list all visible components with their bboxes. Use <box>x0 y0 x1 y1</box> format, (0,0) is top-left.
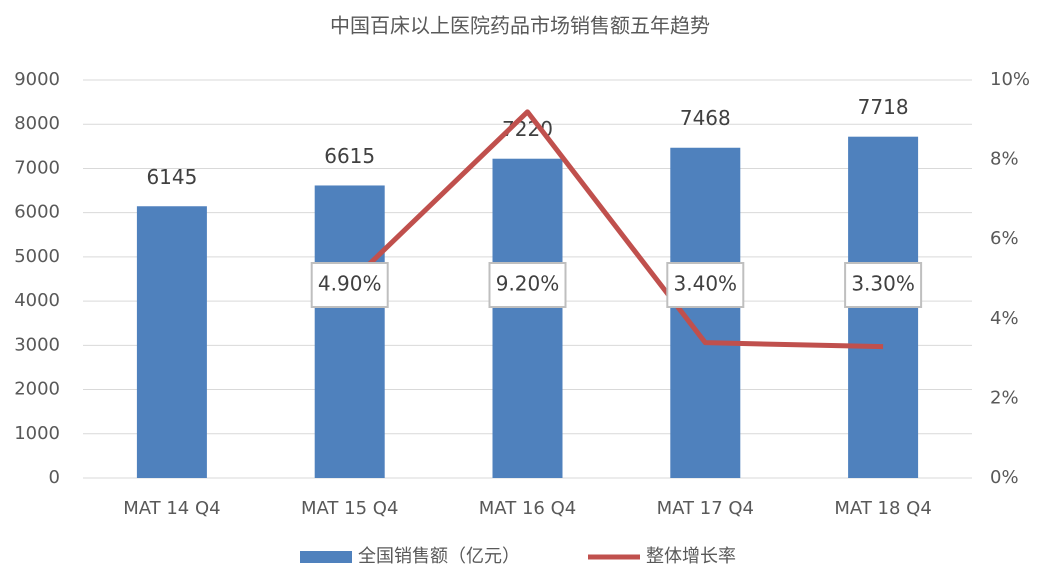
y-tick-label: 1000 <box>14 423 60 444</box>
line-value-label: 3.40% <box>674 272 738 296</box>
chart-title: 中国百床以上医院药品市场销售额五年趋势 <box>330 14 710 38</box>
x-tick-label: MAT 14 Q4 <box>123 498 220 519</box>
value-label-box <box>488 262 567 308</box>
x-tick-label: MAT 16 Q4 <box>479 498 576 519</box>
value-label-box <box>844 262 923 308</box>
value-label-box <box>310 262 389 308</box>
line-value-label: 4.90% <box>318 272 382 296</box>
y2-tick-label: 2% <box>990 387 1019 408</box>
y-tick-label: 0 <box>49 467 60 488</box>
x-tick-label: MAT 17 Q4 <box>657 498 754 519</box>
x-tick-label: MAT 18 Q4 <box>834 498 931 519</box>
y2-tick-label: 0% <box>990 467 1019 488</box>
bar-value-label: 7718 <box>858 95 909 119</box>
y2-tick-label: 10% <box>990 69 1030 90</box>
y-tick-label: 8000 <box>14 113 60 134</box>
x-tick-label: MAT 15 Q4 <box>301 498 398 519</box>
line-value-label: 3.30% <box>851 272 915 296</box>
y-tick-label: 2000 <box>14 379 60 400</box>
legend-label: 全国销售额（亿元） <box>358 546 520 567</box>
y2-tick-label: 6% <box>990 228 1019 249</box>
bar-value-label: 6145 <box>146 165 197 189</box>
bar <box>136 206 207 478</box>
y2-tick-label: 8% <box>990 149 1019 170</box>
value-label-box <box>666 262 745 308</box>
legend-label: 整体增长率 <box>646 546 736 567</box>
y-tick-label: 7000 <box>14 157 60 178</box>
y2-tick-label: 4% <box>990 308 1019 329</box>
y-tick-label: 6000 <box>14 202 60 223</box>
y-tick-label: 4000 <box>14 290 60 311</box>
line-value-label: 9.20% <box>496 272 560 296</box>
bar-value-label: 7468 <box>680 106 731 130</box>
legend-swatch <box>300 551 352 563</box>
bar <box>314 185 385 478</box>
y-tick-label: 3000 <box>14 334 60 355</box>
y-tick-label: 9000 <box>14 69 60 90</box>
line <box>347 109 884 350</box>
bar-value-label: 6615 <box>324 144 375 168</box>
y-tick-label: 5000 <box>14 246 60 267</box>
bar <box>492 158 563 478</box>
